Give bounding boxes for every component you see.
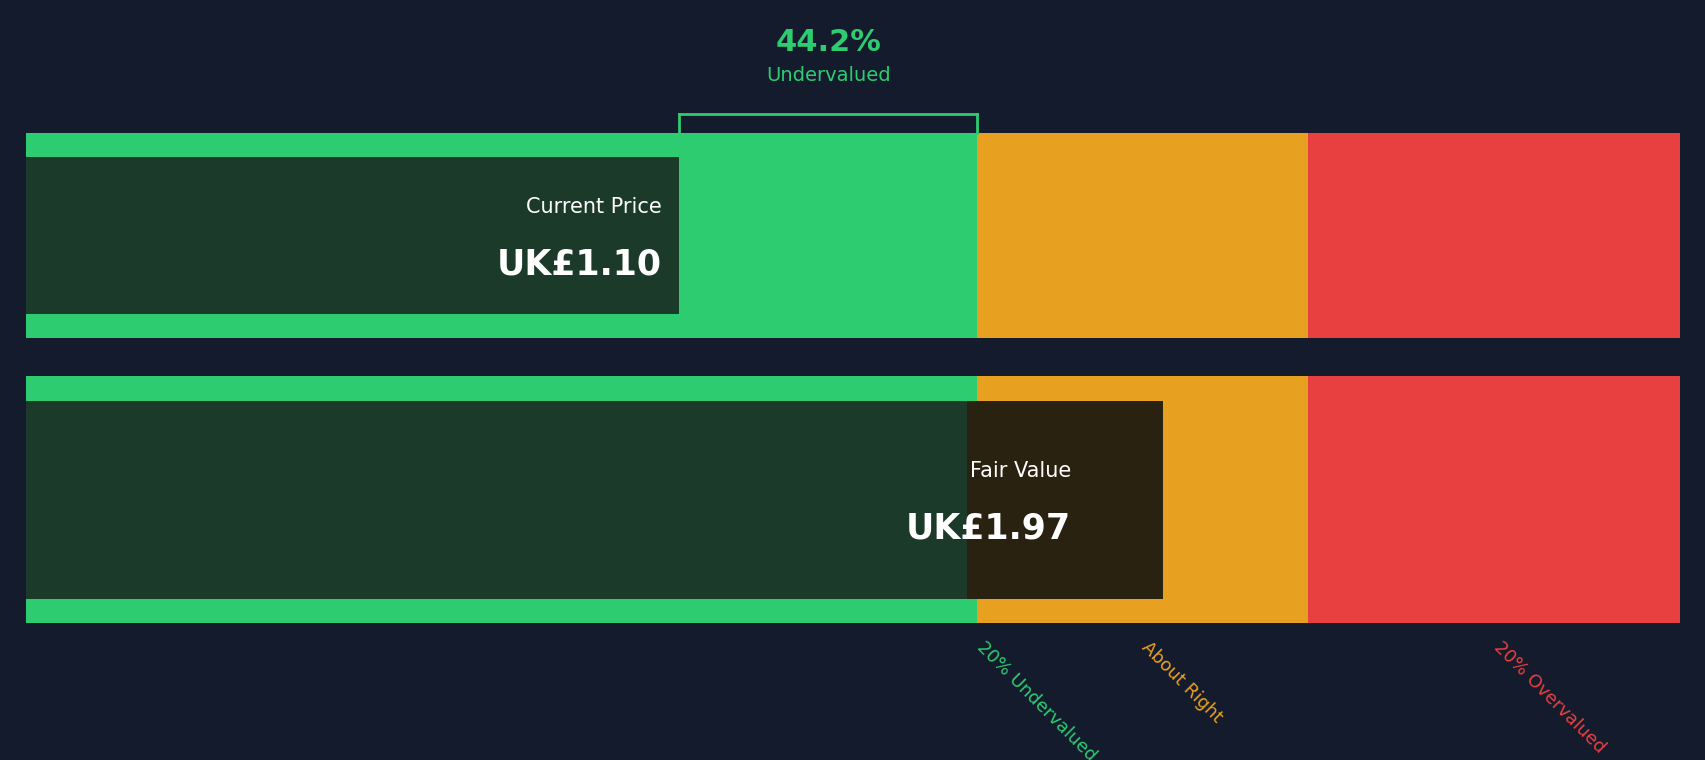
FancyBboxPatch shape [26, 376, 1679, 623]
Text: UK£1.10: UK£1.10 [496, 248, 662, 281]
Text: Undervalued: Undervalued [766, 66, 890, 85]
FancyBboxPatch shape [977, 376, 1308, 623]
FancyBboxPatch shape [977, 133, 1308, 338]
Text: 20% Undervalued: 20% Undervalued [972, 638, 1098, 760]
Text: UK£1.97: UK£1.97 [905, 511, 1071, 546]
Text: 20% Overvalued: 20% Overvalued [1488, 638, 1608, 757]
Text: 44.2%: 44.2% [774, 28, 880, 57]
FancyBboxPatch shape [26, 133, 1679, 338]
FancyBboxPatch shape [1308, 376, 1679, 623]
Text: About Right: About Right [1137, 638, 1226, 727]
FancyBboxPatch shape [26, 401, 977, 599]
FancyBboxPatch shape [26, 157, 679, 314]
Text: Current Price: Current Price [527, 197, 662, 217]
FancyBboxPatch shape [1308, 133, 1679, 338]
Text: Fair Value: Fair Value [970, 461, 1071, 481]
FancyBboxPatch shape [967, 401, 1163, 599]
